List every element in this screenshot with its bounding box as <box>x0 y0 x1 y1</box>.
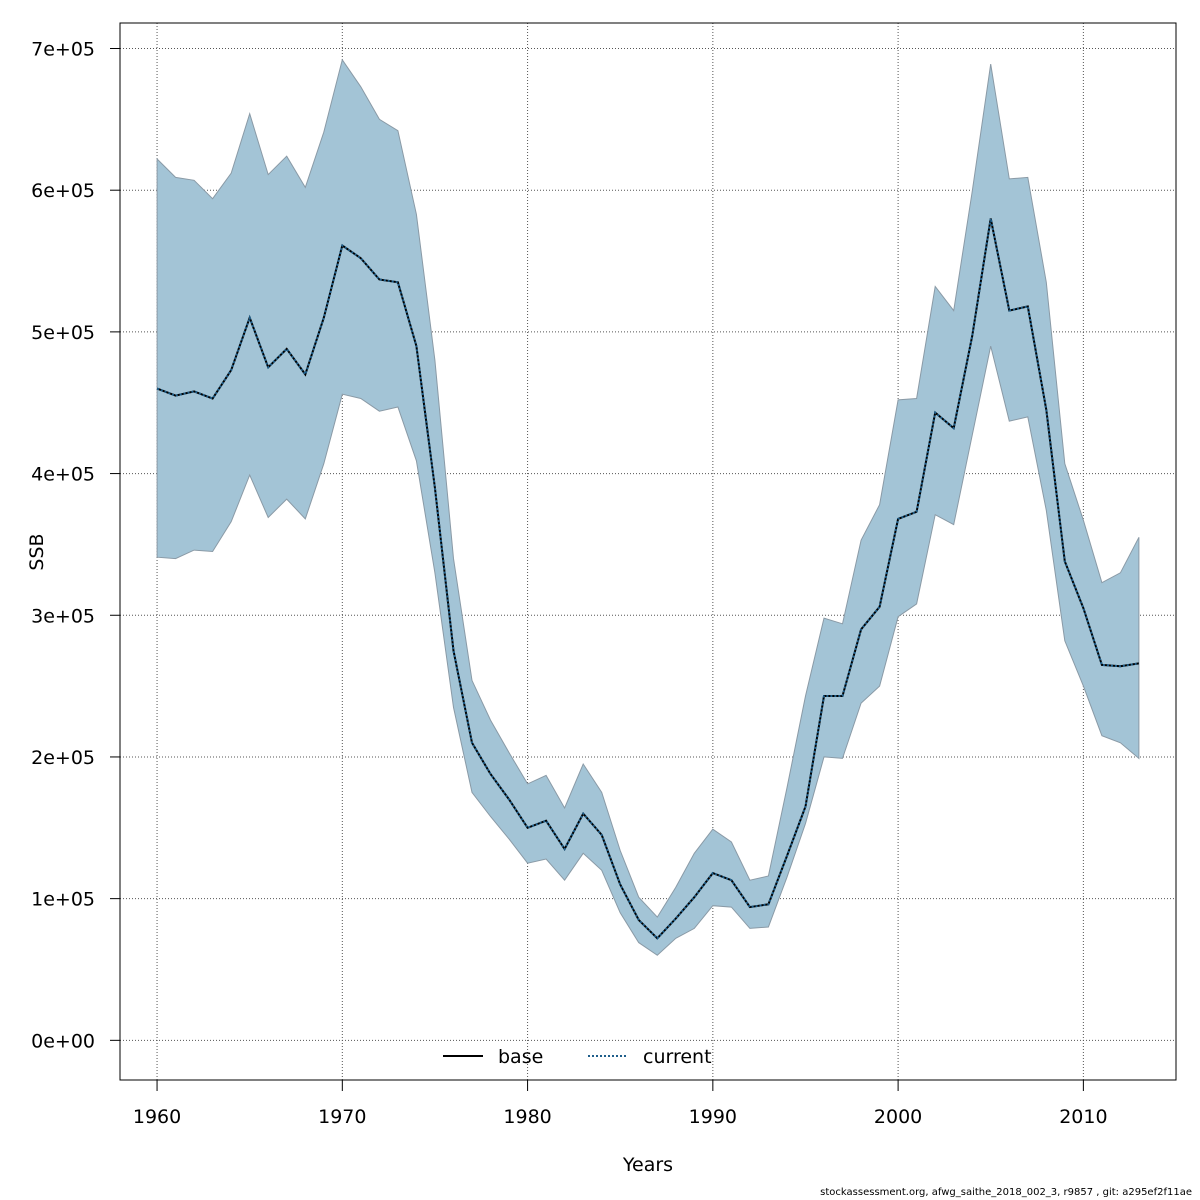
y-axis-title: SSB <box>26 533 48 570</box>
x-tick-label: 1980 <box>503 1106 551 1128</box>
series-lines <box>156 218 1140 940</box>
x-axis: 1960 1970 1980 1990 2000 2010 <box>133 1079 1108 1128</box>
y-tick-label: 4e+05 <box>31 464 95 486</box>
legend: base current <box>443 1046 712 1068</box>
x-tick-label: 2010 <box>1059 1106 1107 1128</box>
x-axis-title: Years <box>622 1154 673 1176</box>
footer-credit: stockassessment.org, afwg_saithe_2018_00… <box>820 1187 1192 1198</box>
y-tick-label: 5e+05 <box>31 322 95 344</box>
y-tick-label: 2e+05 <box>31 747 95 769</box>
x-tick-label: 1970 <box>318 1106 366 1128</box>
y-tick-label: 3e+05 <box>31 605 95 627</box>
y-tick-label: 1e+05 <box>31 889 95 911</box>
confidence-band <box>157 59 1139 956</box>
legend-label-base: base <box>498 1046 543 1068</box>
series-line-current <box>156 218 1140 940</box>
y-tick-label: 7e+05 <box>31 39 95 61</box>
y-tick-label: 0e+00 <box>31 1030 95 1052</box>
y-tick-label: 6e+05 <box>31 180 95 202</box>
confidence-band-edge <box>156 58 1140 956</box>
x-tick-label: 1960 <box>133 1106 181 1128</box>
x-tick-label: 2000 <box>874 1106 922 1128</box>
x-tick-label: 1990 <box>689 1106 737 1128</box>
legend-label-current: current <box>643 1046 712 1068</box>
y-axis: 0e+00 1e+05 2e+05 3e+05 4e+05 5e+05 6e+05 7e+05 <box>31 39 121 1052</box>
